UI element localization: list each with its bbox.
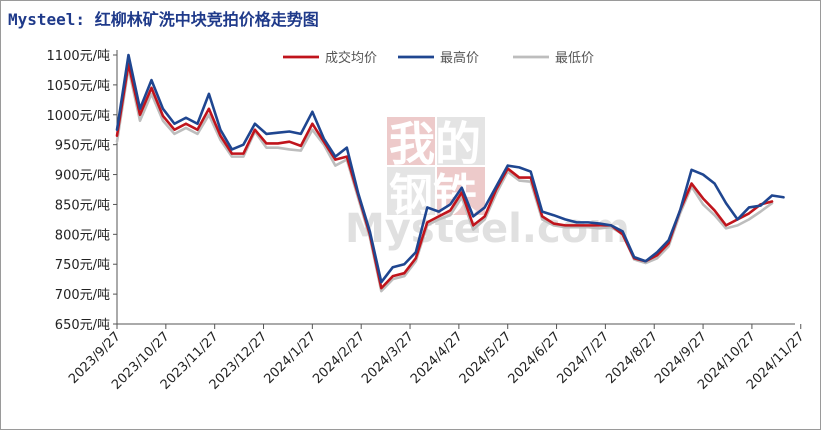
series-line — [115, 62, 774, 290]
x-tick-label: 2024/3/27 — [359, 329, 417, 387]
x-tick-label: 2024/6/27 — [506, 329, 564, 387]
y-tick-label: 1050元/吨 — [47, 79, 110, 94]
y-tick-label: 650元/吨 — [55, 318, 110, 333]
y-tick-label: 950元/吨 — [55, 139, 110, 154]
watermark-line1: 我的 — [389, 117, 481, 171]
y-tick-label: 1100元/吨 — [47, 49, 110, 64]
y-tick-label: 800元/吨 — [55, 228, 110, 243]
x-tick-label: 2024/8/27 — [603, 329, 661, 387]
y-tick-label: 850元/吨 — [55, 198, 110, 213]
legend: 成交均价 最高价 最低价 — [283, 50, 594, 66]
legend-label: 最高价 — [440, 50, 479, 66]
mysteel-watermark: 我的 钢铁 Mysteel.com — [345, 117, 630, 252]
legend-label: 最低价 — [555, 51, 594, 66]
y-tick-label: 750元/吨 — [55, 258, 110, 273]
x-tick-label: 2024/4/27 — [408, 329, 466, 387]
x-tick-label: 2024/7/27 — [554, 329, 612, 387]
x-tick-label: 2024/5/27 — [457, 329, 515, 387]
y-tick-label: 700元/吨 — [55, 288, 110, 303]
y-tick-label: 1000元/吨 — [47, 109, 110, 124]
series-lines — [115, 53, 785, 293]
series-line — [115, 53, 785, 284]
y-tick-label: 900元/吨 — [55, 169, 110, 184]
legend-label: 成交均价 — [325, 50, 377, 66]
x-tick-label: 2024/2/27 — [310, 329, 368, 387]
x-tick-label: 2024/1/27 — [261, 329, 319, 387]
series-line — [115, 66, 774, 293]
chart-title: Mysteel: 红柳林矿洗中块竞拍价格走势图 — [8, 10, 319, 29]
